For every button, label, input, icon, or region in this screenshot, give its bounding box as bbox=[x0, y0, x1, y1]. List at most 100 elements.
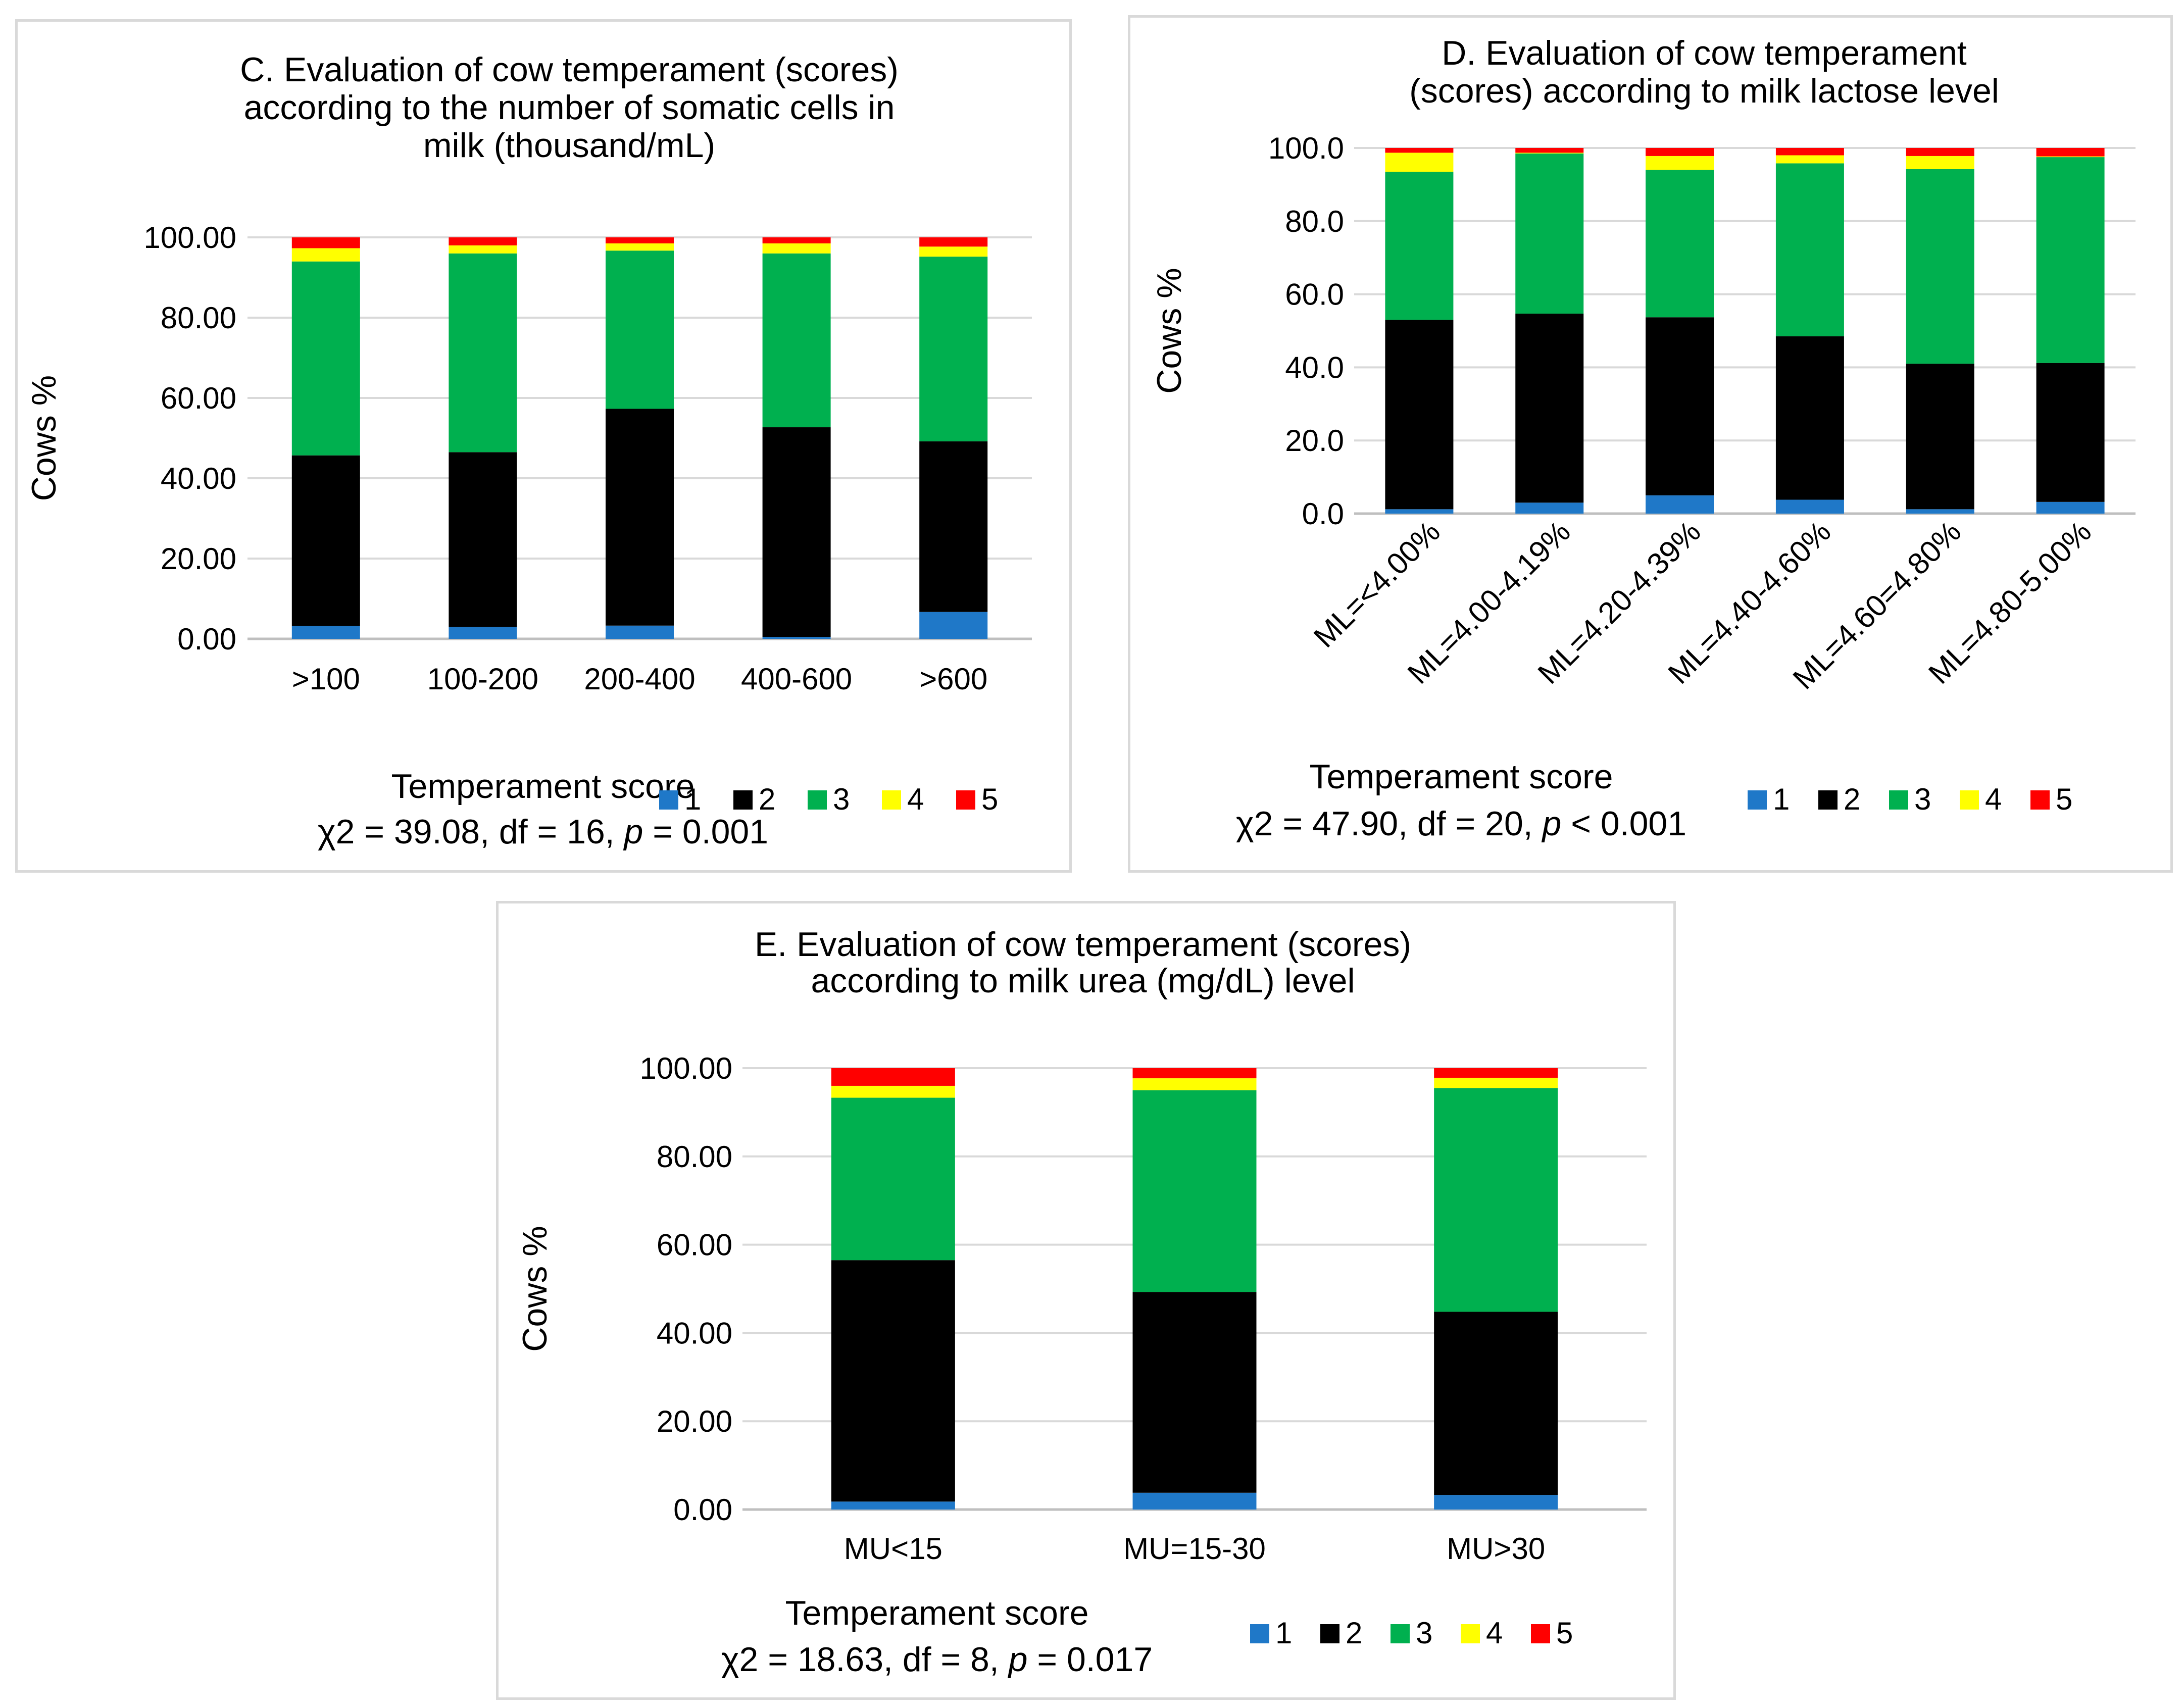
bar-segment-score-4 bbox=[1646, 156, 1714, 170]
bar-segment-score-3 bbox=[1385, 172, 1454, 320]
y-axis-label: Cows % bbox=[25, 375, 63, 501]
y-tick-label: 80.00 bbox=[161, 301, 236, 335]
legend-label-score-5: 5 bbox=[981, 782, 998, 816]
statistics-text-part: < 0.001 bbox=[1561, 805, 1686, 843]
legend-title: Temperament score bbox=[1310, 758, 1613, 796]
statistics-text: χ2 = 18.63, df = 8, p = 0.017 bbox=[721, 1640, 1153, 1679]
bar-segment-score-4 bbox=[1385, 153, 1454, 172]
bar-segment-score-2 bbox=[1132, 1292, 1257, 1493]
x-tick-label: MU>30 bbox=[1447, 1532, 1545, 1566]
bar-segment-score-5 bbox=[1775, 148, 1844, 156]
legend-label-score-2: 2 bbox=[1844, 782, 1860, 816]
y-tick-label: 100.00 bbox=[143, 221, 236, 255]
legend-swatch-score-1 bbox=[1748, 790, 1767, 810]
y-tick-label: 20.00 bbox=[657, 1404, 732, 1438]
bar-segment-score-5 bbox=[606, 237, 674, 243]
legend-swatch-score-1 bbox=[659, 790, 678, 810]
legend-label-score-1: 1 bbox=[684, 782, 701, 816]
bar-segment-score-2 bbox=[1906, 364, 1974, 510]
statistics-text-part: = 0.001 bbox=[643, 813, 768, 851]
legend-label-score-5: 5 bbox=[1556, 1616, 1573, 1650]
legend-label-score-2: 2 bbox=[1346, 1616, 1362, 1650]
bar-segment-score-3 bbox=[606, 250, 674, 409]
y-tick-label: 80.0 bbox=[1285, 205, 1344, 238]
bar-segment-score-5 bbox=[919, 237, 988, 247]
legend-swatch-score-3 bbox=[808, 790, 827, 810]
bar-segment-score-2 bbox=[291, 455, 360, 626]
y-tick-label: 100.0 bbox=[1268, 131, 1344, 165]
chart-panel-e: E. Evaluation of cow temperament (scores… bbox=[496, 901, 1676, 1700]
legend-swatch-score-2 bbox=[1818, 790, 1838, 810]
chart-title-line: according to milk urea (mg/dL) level bbox=[811, 962, 1355, 1000]
x-tick-label: >100 bbox=[292, 662, 360, 696]
legend-title: Temperament score bbox=[785, 1594, 1089, 1632]
statistics-text-part: χ2 = 39.08, df = 16, bbox=[318, 813, 624, 851]
bar-segment-score-2 bbox=[2036, 363, 2105, 502]
legend-label-score-1: 1 bbox=[1275, 1616, 1292, 1650]
bar-segment-score-5 bbox=[2036, 148, 2105, 157]
bar-segment-score-1 bbox=[1906, 509, 1974, 514]
bar-segment-score-1 bbox=[831, 1501, 955, 1510]
bar-segment-score-3 bbox=[291, 261, 360, 456]
x-tick-label: 400-600 bbox=[741, 662, 852, 696]
chart-panel-c: C. Evaluation of cow temperament (scores… bbox=[15, 19, 1072, 873]
bar-segment-score-4 bbox=[1906, 156, 1974, 169]
x-tick-label: ML=<4.00% bbox=[1307, 515, 1447, 654]
bar-segment-score-2 bbox=[1646, 317, 1714, 495]
bar-segment-score-3 bbox=[1646, 170, 1714, 318]
bar-segment-score-3 bbox=[2036, 157, 2105, 363]
legend-swatch-score-4 bbox=[1960, 790, 1979, 810]
chart-title-line: according to the number of somatic cells… bbox=[244, 88, 895, 127]
chart-title-line: milk (thousand/mL) bbox=[423, 126, 715, 165]
legend-label-score-3: 3 bbox=[1416, 1616, 1432, 1650]
bar-segment-score-4 bbox=[1434, 1078, 1558, 1088]
bar-segment-score-2 bbox=[606, 409, 674, 626]
bar-segment-score-1 bbox=[291, 626, 360, 639]
legend-swatch-score-4 bbox=[882, 790, 901, 810]
legend-label-score-1: 1 bbox=[1773, 782, 1790, 816]
bar-segment-score-1 bbox=[1434, 1495, 1558, 1510]
statistics-p-symbol: p bbox=[1008, 1640, 1028, 1679]
bar-segment-score-4 bbox=[449, 245, 517, 254]
x-tick-label: MU<15 bbox=[844, 1532, 942, 1566]
bar-segment-score-5 bbox=[449, 237, 517, 245]
bar-segment-score-3 bbox=[1515, 153, 1584, 314]
bar-segment-score-4 bbox=[762, 243, 831, 254]
statistics-p-symbol: p bbox=[623, 813, 643, 851]
legend-label-score-4: 4 bbox=[1486, 1616, 1503, 1650]
y-axis-label: Cows % bbox=[1150, 268, 1188, 393]
legend-label-score-4: 4 bbox=[1985, 782, 2002, 816]
legend-label-score-3: 3 bbox=[1914, 782, 1931, 816]
y-tick-label: 0.0 bbox=[1302, 497, 1344, 531]
bar-segment-score-2 bbox=[919, 441, 988, 612]
legend-swatch-score-5 bbox=[956, 790, 975, 810]
bar-segment-score-1 bbox=[2036, 501, 2105, 514]
bar-segment-score-5 bbox=[1515, 148, 1584, 153]
chart-title: C. Evaluation of cow temperament (scores… bbox=[240, 51, 899, 165]
chart-title: D. Evaluation of cow temperament (scores)… bbox=[1409, 34, 1999, 110]
bar-segment-score-2 bbox=[1434, 1312, 1558, 1495]
bar-segment-score-1 bbox=[1132, 1492, 1257, 1510]
y-tick-label: 0.00 bbox=[177, 622, 236, 656]
bar-segment-score-3 bbox=[919, 257, 988, 441]
legend-title: Temperament score bbox=[391, 767, 695, 806]
legend-swatch-score-3 bbox=[1889, 790, 1908, 810]
bar-segment-score-2 bbox=[1775, 336, 1844, 500]
bar-segment-score-1 bbox=[606, 625, 674, 639]
chart-title-line: D. Evaluation of cow temperament bbox=[1442, 34, 1966, 72]
bar-segment-score-3 bbox=[449, 253, 517, 453]
x-tick-label: MU=15-30 bbox=[1123, 1532, 1266, 1566]
bar-segment-score-1 bbox=[762, 637, 831, 639]
bar-segment-score-2 bbox=[1385, 320, 1454, 510]
bar-segment-score-4 bbox=[291, 248, 360, 262]
statistics-p-symbol: p bbox=[1542, 805, 1562, 843]
bar-segment-score-1 bbox=[1515, 503, 1584, 514]
bar-segment-score-4 bbox=[1775, 155, 1844, 164]
y-tick-label: 20.00 bbox=[161, 542, 236, 576]
bar-segment-score-3 bbox=[1434, 1088, 1558, 1312]
bar-segment-score-5 bbox=[291, 237, 360, 248]
y-tick-label: 0.00 bbox=[673, 1493, 732, 1527]
legend-swatch-score-1 bbox=[1250, 1624, 1269, 1643]
chart-title: E. Evaluation of cow temperament (scores… bbox=[755, 925, 1411, 1000]
bar-segment-score-3 bbox=[762, 253, 831, 428]
